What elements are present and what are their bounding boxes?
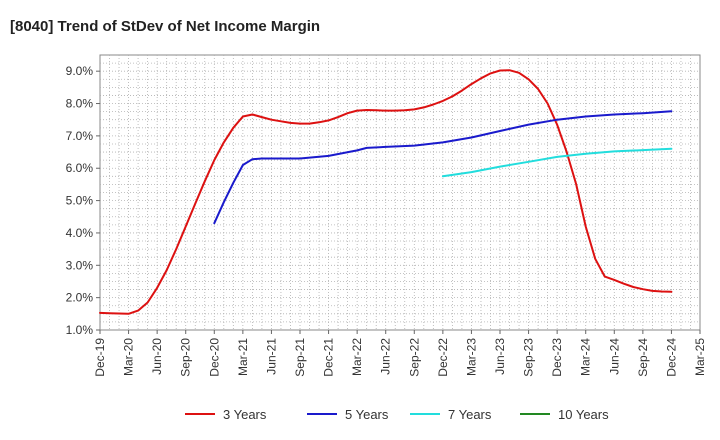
series-line-7-years xyxy=(441,147,673,178)
y-tick-label: 2.0% xyxy=(66,291,94,305)
x-tick-label: Mar-25 xyxy=(693,338,707,376)
x-tick-label: Dec-24 xyxy=(664,338,678,377)
y-tick-label: 3.0% xyxy=(66,258,94,272)
x-tick-label: Jun-24 xyxy=(607,338,621,375)
series-layer xyxy=(99,69,673,315)
legend: 3 Years 5 Years 7 Years 10 Years xyxy=(185,407,609,422)
x-tick-label: Mar-23 xyxy=(464,338,478,376)
y-tick-label: 8.0% xyxy=(66,97,94,111)
x-tick-label: Sep-24 xyxy=(636,338,650,377)
y-tick-label: 7.0% xyxy=(66,129,94,143)
x-tick-label: Sep-23 xyxy=(522,338,536,377)
x-tick-label: Dec-20 xyxy=(207,338,221,377)
x-tick-label: Mar-21 xyxy=(236,338,250,376)
y-tick-label: 1.0% xyxy=(66,323,94,337)
x-tick-label: Sep-20 xyxy=(179,338,193,377)
legend-label-3-years: 3 Years xyxy=(223,407,267,422)
x-tick-label: Sep-22 xyxy=(407,338,421,377)
legend-label-10-years: 10 Years xyxy=(558,407,609,422)
x-tick-label: Mar-22 xyxy=(350,338,364,376)
grid xyxy=(100,55,700,330)
y-axis: 1.0% 2.0% 3.0% 4.0% 5.0% 6.0% 7.0% 8.0% 9.0% xyxy=(66,64,100,337)
x-tick-label: Dec-21 xyxy=(322,338,336,377)
chart-title: [8040] Trend of StDev of Net Income Marg… xyxy=(10,18,320,35)
legend-label-5-years: 5 Years xyxy=(345,407,389,422)
series-line-3-years xyxy=(99,69,673,315)
x-tick-label: Dec-19 xyxy=(93,338,107,377)
x-tick-label: Sep-21 xyxy=(293,338,307,377)
y-tick-label: 9.0% xyxy=(66,64,94,78)
x-tick-label: Jun-22 xyxy=(379,338,393,375)
x-tick-label: Jun-20 xyxy=(150,338,164,375)
y-tick-label: 6.0% xyxy=(66,161,94,175)
legend-label-7-years: 7 Years xyxy=(448,407,492,422)
x-tick-label: Mar-24 xyxy=(579,338,593,376)
series-line-5-years xyxy=(213,110,673,225)
x-tick-label: Jun-23 xyxy=(493,338,507,375)
x-tick-label: Dec-23 xyxy=(550,338,564,377)
y-tick-label: 5.0% xyxy=(66,194,94,208)
x-tick-label: Mar-20 xyxy=(122,338,136,376)
y-tick-label: 4.0% xyxy=(66,226,94,240)
x-axis: Dec-19 Mar-20 Jun-20 Sep-20 Dec-20 Mar-21 Jun-… xyxy=(93,330,707,377)
x-tick-label: Jun-21 xyxy=(264,338,278,375)
x-tick-label: Dec-22 xyxy=(436,338,450,377)
